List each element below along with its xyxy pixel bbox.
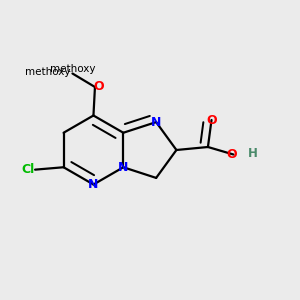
Text: methoxy: methoxy [50,64,95,74]
Text: O: O [206,113,217,127]
Text: O: O [93,80,104,94]
Text: O: O [226,148,237,161]
Text: N: N [151,116,161,129]
Text: H: H [248,147,258,160]
Text: N: N [88,178,99,191]
Text: N: N [118,161,128,174]
Text: Cl: Cl [21,163,34,176]
Text: methoxy: methoxy [25,67,70,77]
